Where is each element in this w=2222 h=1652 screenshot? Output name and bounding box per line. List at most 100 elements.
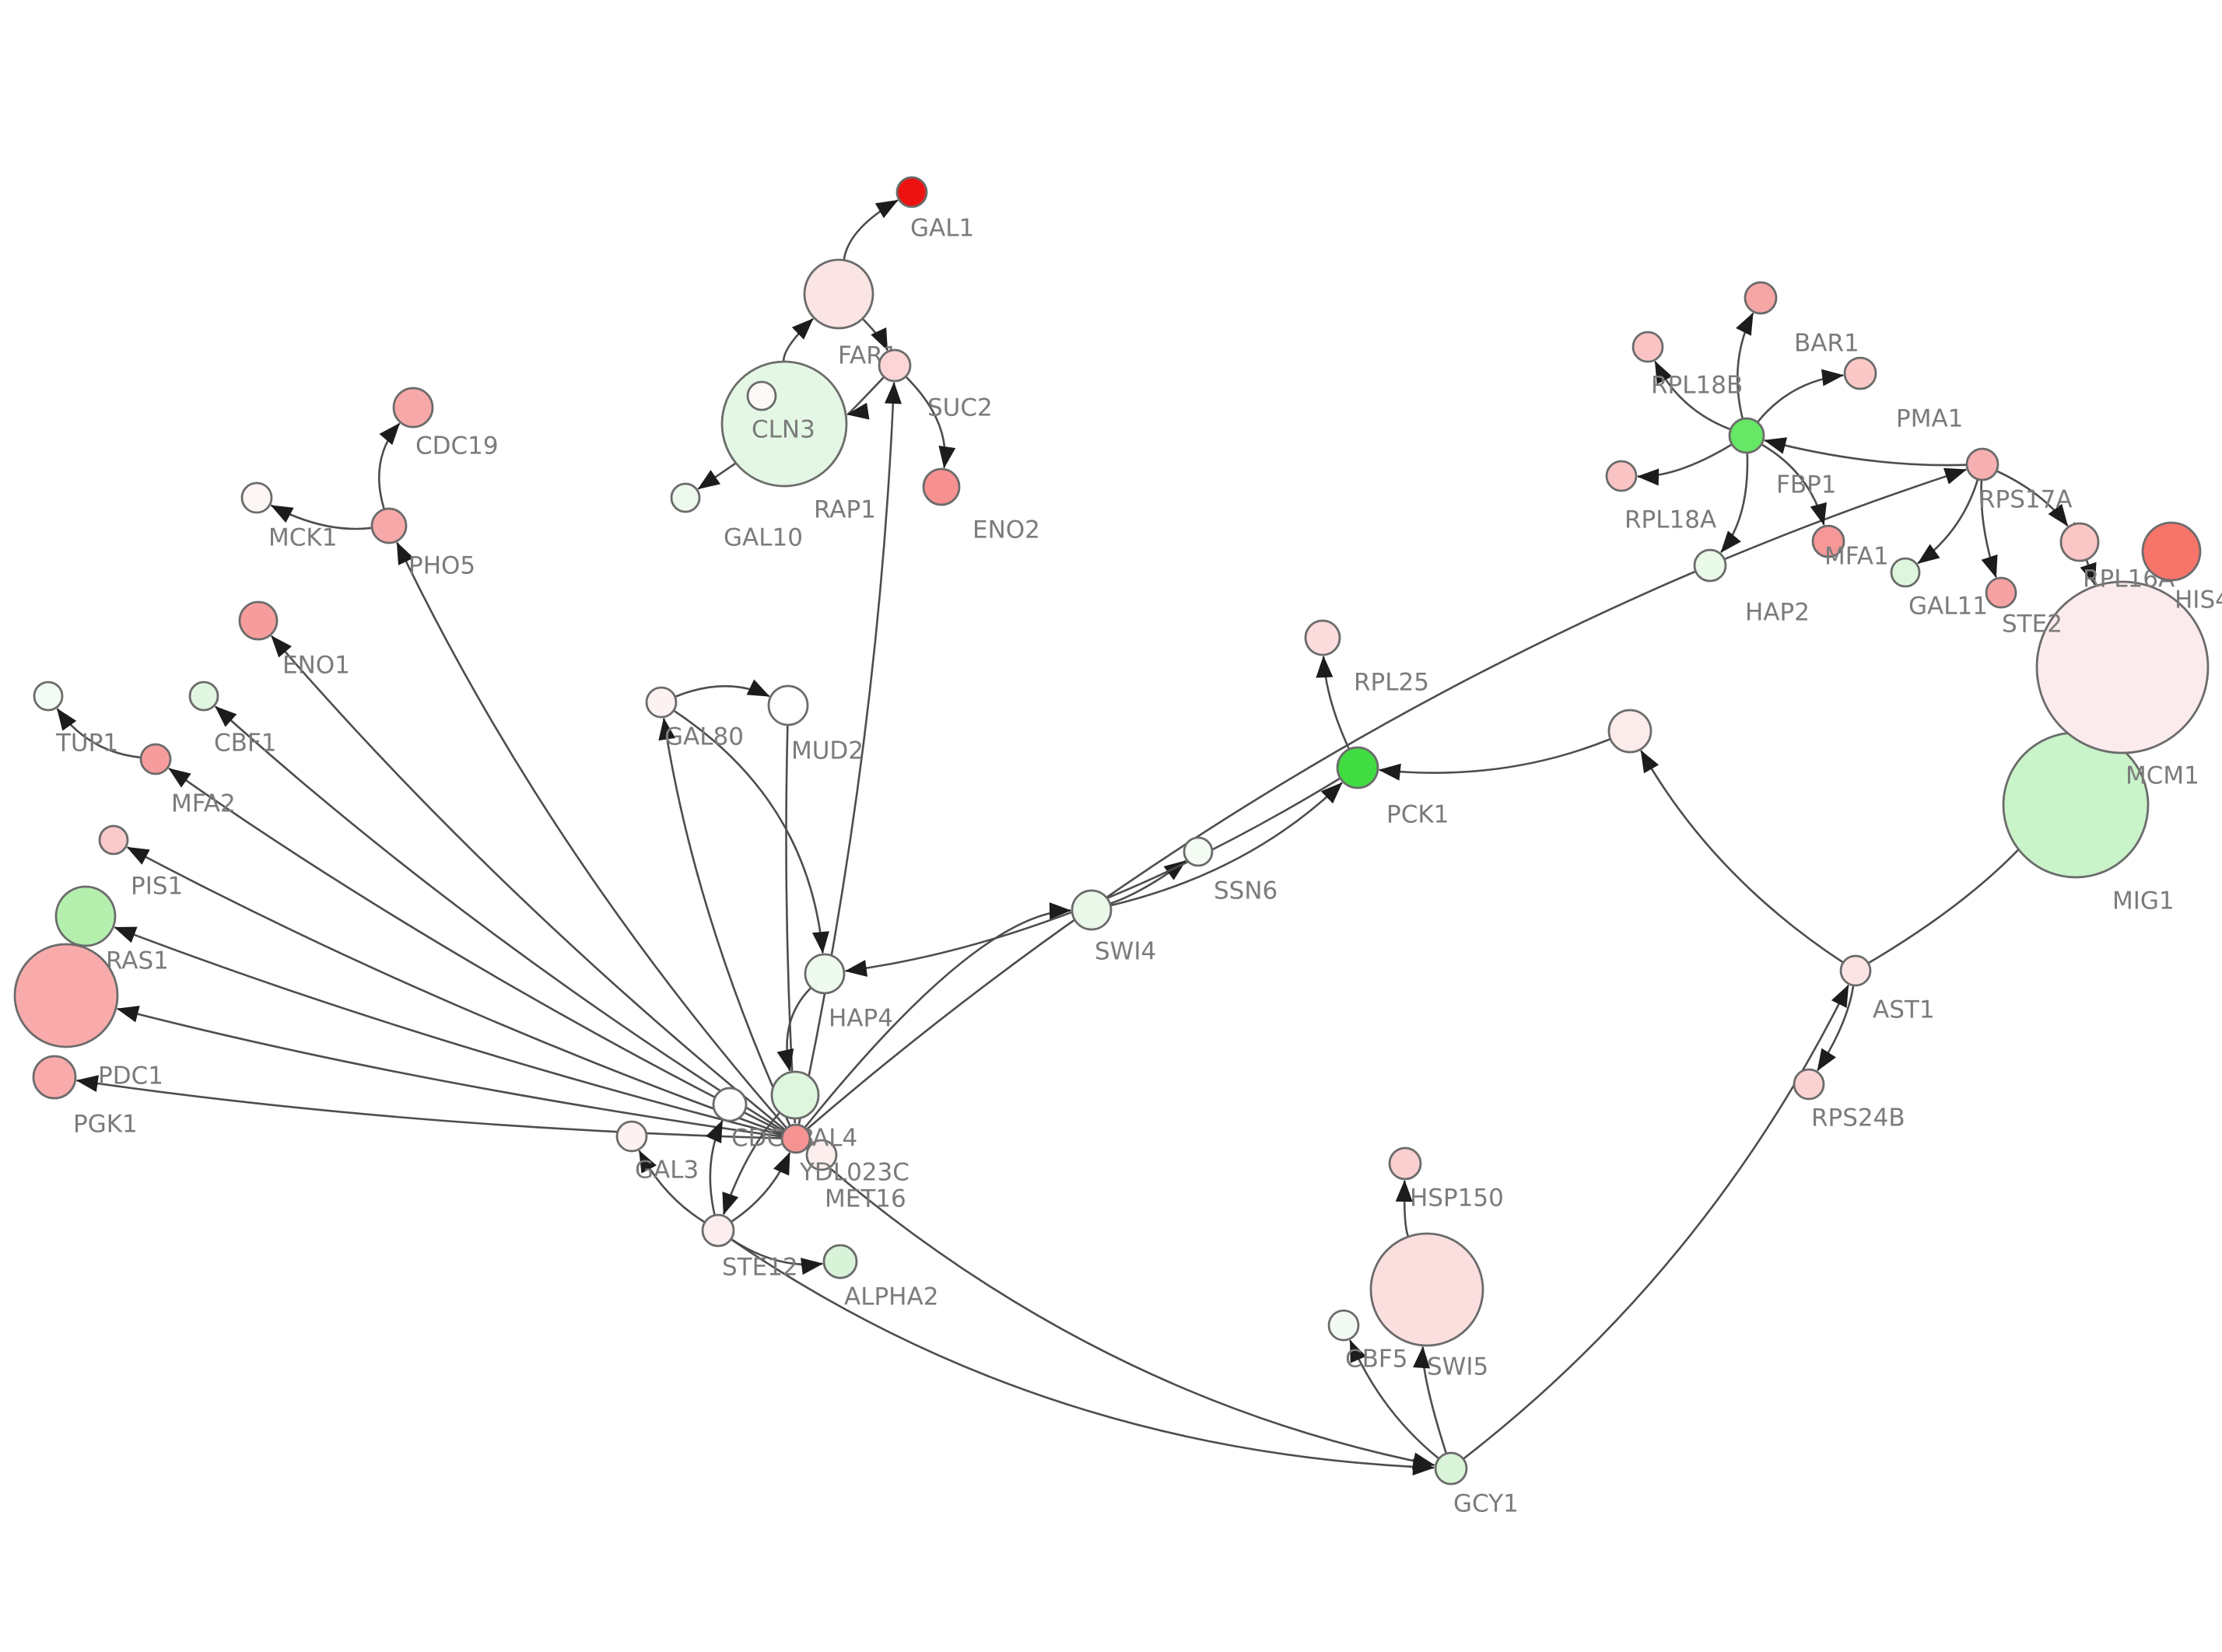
gene-node-mud2[interactable] [767,684,809,726]
gene-label-suc2: SUC2 [927,394,993,422]
gene-node-pho5[interactable] [370,507,408,544]
gene-node-cbf1[interactable] [188,681,219,712]
gene-node-ste2[interactable] [1985,576,2017,609]
gene-node-mig1[interactable] [2002,731,2150,879]
gene-node-unlabeled[interactable] [1607,709,1652,754]
gene-node-hap2[interactable] [1693,548,1727,583]
gene-node-cbf5[interactable] [1327,1309,1360,1342]
gene-label-rpl25: RPL25 [1354,668,1429,696]
edge-YDL023C-SUC2 [797,382,902,1125]
gene-node-his4[interactable] [2141,521,2202,582]
gene-node-tup1[interactable] [33,681,64,712]
node-group-gal1: GAL1 [895,176,974,242]
gene-node-gal10[interactable] [670,482,701,513]
gene-node-gal3[interactable] [615,1120,648,1153]
node-group-gal10: GAL10 [670,482,803,551]
edge-AST1-RPS24B [1817,985,1855,1072]
gene-label-alpha2: ALPHA2 [844,1283,938,1311]
gene-node-mck1[interactable] [240,481,273,514]
gene-node-pck1[interactable] [1336,746,1379,789]
gene-node-gal80[interactable] [645,686,678,719]
edge-STE12-YDL023C [731,1152,791,1223]
gene-label-rap1: RAP1 [814,495,876,523]
edge-GCY1-SWI5 [1413,1346,1447,1454]
node-layer: RAP1CLN3MIG1MCM1RPL16AHIS4SWI5MET16CDC28… [13,176,2222,1517]
gene-node-rps17a[interactable] [1965,447,1999,481]
gene-node-rpl16a[interactable] [2059,522,2100,562]
node-group-swi5: SWI5 [1369,1232,1488,1381]
gene-node-alpha2[interactable] [822,1244,858,1279]
edge-SWI4-PCK1 [1110,782,1343,907]
gene-label-bar1: BAR1 [1794,329,1859,357]
gene-label-mfa1: MFA1 [1824,542,1889,570]
node-group-bar1: BAR1 [1744,281,1859,357]
gene-label-tup1: TUP1 [55,729,118,757]
node-group-cbf5: CBF5 [1327,1309,1407,1373]
gene-node-rpl18b[interactable] [1631,331,1664,363]
gene-node-gal11[interactable] [1890,557,1921,588]
edge-FBP1-BAR1 [1736,312,1754,418]
gene-node-ast1[interactable] [1839,954,1872,987]
gene-label-gal10: GAL10 [724,523,803,551]
edge-YDL023C-PHO5 [396,541,787,1129]
gene-node-bar1[interactable] [1744,281,1778,315]
edge-layer [56,199,2097,1476]
gene-node-fbp1[interactable] [1728,417,1765,454]
gene-node-ras1[interactable] [54,885,117,947]
edge-STE12-ALPHA2 [731,1238,824,1275]
edge-AST1-NODEX [1640,750,1844,964]
gene-node-eno2[interactable] [922,467,961,506]
node-group-ydl023c: YDL023C [780,1123,909,1186]
gene-node-rps24b[interactable] [1793,1068,1825,1101]
edge-YDL023C-SWI4 [804,902,1071,1129]
edge-PHO5-CDC19 [377,422,401,509]
gene-label-eno2: ENO2 [973,516,1040,544]
gene-node-ydl023c[interactable] [780,1123,811,1154]
gene-node-hsp150[interactable] [1388,1146,1422,1181]
node-group-gcy1: GCY1 [1434,1451,1519,1517]
gene-node-rpl25[interactable] [1304,619,1341,656]
gene-node-pgk1[interactable] [32,1055,77,1100]
gene-label-pho5: PHO5 [408,551,475,579]
node-group-mcm1: MCM1 [2035,580,2210,789]
gene-node-mfa1[interactable] [1811,524,1845,558]
node-group-gal11: GAL11 [1890,557,1988,620]
gene-node-mcm1[interactable] [2035,580,2210,754]
gene-node-hap4[interactable] [804,953,846,995]
gene-node-suc2[interactable] [878,348,912,383]
gene-node-gcy1[interactable] [1434,1451,1468,1486]
edge-RPS17A-GAL11 [1917,479,1979,565]
edge-FAR1-SUC2 [862,318,888,352]
node-group-mfa2: MFA2 [139,743,236,817]
gene-node-cdc28[interactable] [712,1087,748,1122]
gene-node-far1[interactable] [803,258,874,330]
gene-node-mfa2[interactable] [139,743,172,775]
gene-label-hap2: HAP2 [1745,598,1810,626]
gene-node-ste12[interactable] [701,1213,735,1248]
gene-node-pdc1[interactable] [13,943,119,1048]
gene-node-cdc19[interactable] [392,387,434,429]
edge-SUC2-ENO2 [905,376,956,469]
gene-label-gal11: GAL11 [1908,592,1988,620]
gene-node-met16[interactable] [805,1139,838,1171]
gene-node-pma1[interactable] [1843,356,1877,390]
gene-node-pis1[interactable] [98,824,129,856]
gene-node-swi5[interactable] [1369,1232,1484,1347]
node-group-fbp1: FBP1 [1728,417,1837,499]
node-group-tup1: TUP1 [33,681,118,757]
node-group-pma1: PMA1 [1843,356,1963,432]
gene-node-ssn6[interactable] [1183,836,1214,867]
gene-label-hsp150: HSP150 [1410,1184,1504,1212]
node-group-mck1: MCK1 [240,481,337,551]
node-group-swi4: SWI4 [1071,889,1156,965]
edge-GCY1-CBF5 [1349,1339,1439,1459]
gene-node-gal1[interactable] [895,176,928,208]
gene-node-swi4[interactable] [1071,889,1113,931]
gene-node-rpl18a[interactable] [1605,460,1638,492]
edge-STE12-GCY1 [731,1238,1435,1476]
gene-node-gal4[interactable] [770,1070,820,1120]
gene-node-cln3[interactable] [746,380,777,411]
gene-node-eno1[interactable] [238,600,279,641]
gene-label-pma1: PMA1 [1896,404,1963,432]
